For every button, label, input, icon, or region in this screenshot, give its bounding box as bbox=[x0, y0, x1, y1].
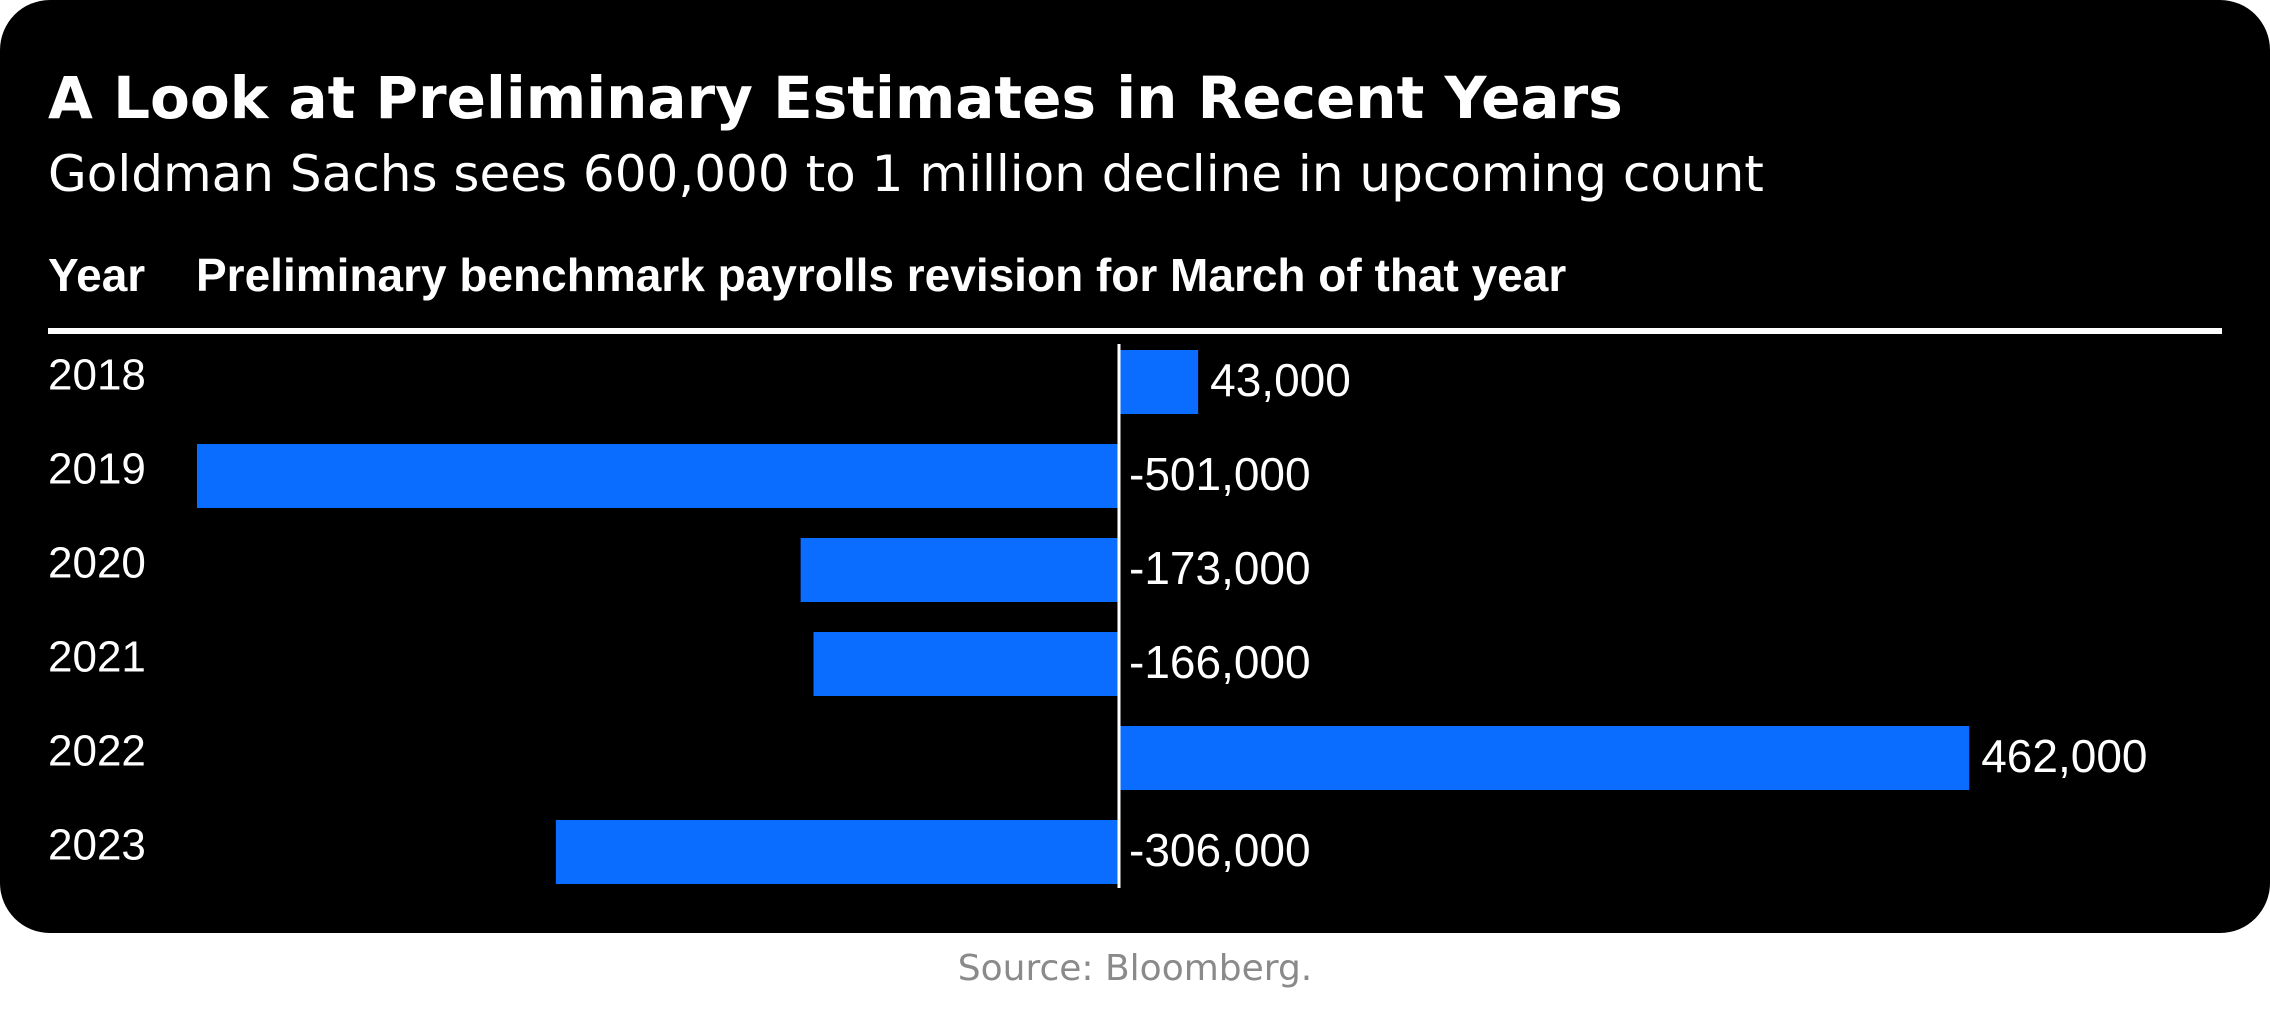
value-label-2023: -306,000 bbox=[1129, 824, 1311, 876]
chart-card: A Look at Preliminary Estimates in Recen… bbox=[0, 0, 2270, 933]
year-label-2019: 2019 bbox=[48, 445, 146, 494]
bar-2021 bbox=[813, 632, 1119, 696]
value-label-2019: -501,000 bbox=[1129, 448, 1311, 500]
header-divider bbox=[48, 328, 2222, 334]
year-label-2022: 2022 bbox=[48, 727, 146, 776]
chart-title: A Look at Preliminary Estimates in Recen… bbox=[48, 64, 1623, 132]
year-column-header: Year bbox=[48, 249, 146, 301]
value-label-2020: -173,000 bbox=[1129, 542, 1311, 594]
bar-2023 bbox=[555, 820, 1119, 884]
chart-subtitle: Goldman Sachs sees 600,000 to 1 million … bbox=[48, 145, 1764, 203]
bar-chart-plot: 2018 43,000 2019 -501,000 2020 -173,000 2021 -1… bbox=[48, 344, 2148, 888]
bar-2018 bbox=[1119, 350, 1199, 414]
value-label-2021: -166,000 bbox=[1129, 636, 1311, 688]
year-label-2020: 2020 bbox=[48, 539, 146, 588]
bar-2019 bbox=[197, 444, 1119, 508]
year-label-2018: 2018 bbox=[48, 351, 146, 400]
year-label-2021: 2021 bbox=[48, 633, 146, 682]
year-label-2023: 2023 bbox=[48, 821, 146, 870]
bar-2022 bbox=[1119, 726, 1970, 790]
value-label-2022: 462,000 bbox=[1981, 730, 2147, 782]
bar-2020 bbox=[800, 538, 1119, 602]
revision-column-header: Preliminary benchmark payrolls revision … bbox=[196, 249, 1567, 301]
source-note: Source: Bloomberg. bbox=[957, 948, 1313, 989]
value-label-2018: 43,000 bbox=[1210, 354, 1351, 406]
